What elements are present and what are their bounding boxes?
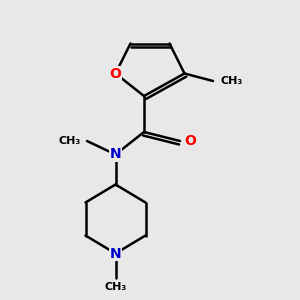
Text: CH₃: CH₃ xyxy=(220,76,243,86)
Text: O: O xyxy=(184,134,196,148)
Text: CH₃: CH₃ xyxy=(59,136,81,146)
Text: N: N xyxy=(110,247,121,260)
Text: O: O xyxy=(110,67,122,80)
Text: N: N xyxy=(110,148,121,161)
Text: CH₃: CH₃ xyxy=(104,282,127,292)
